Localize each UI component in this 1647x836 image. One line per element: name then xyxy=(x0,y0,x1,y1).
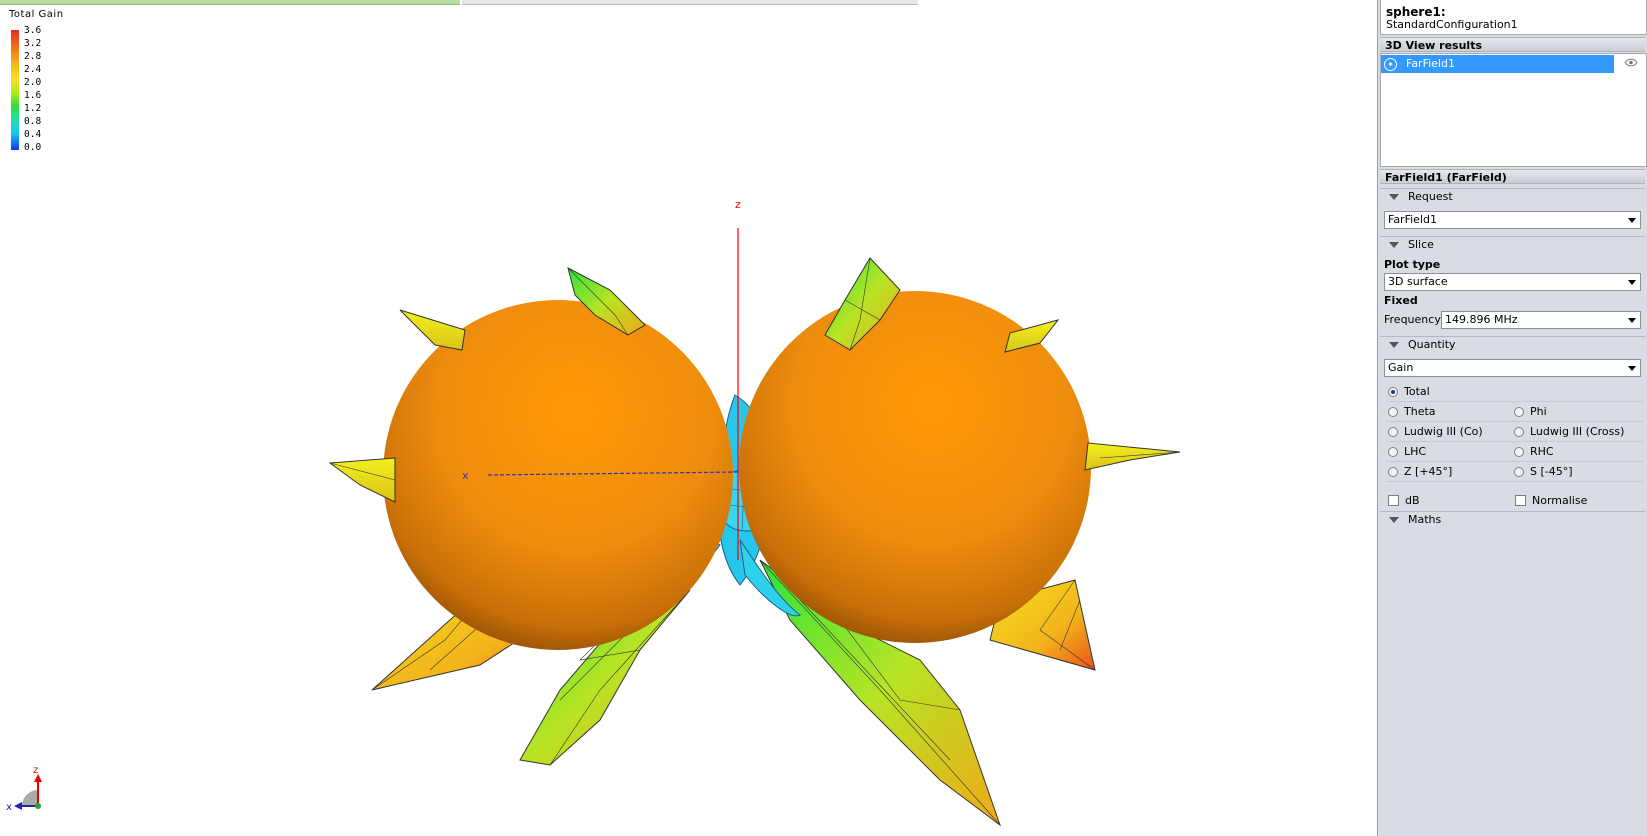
section-slice[interactable]: Slice xyxy=(1380,236,1645,252)
radio-ludwig-cross[interactable] xyxy=(1514,427,1524,437)
radio-total[interactable] xyxy=(1388,387,1398,397)
legend-tick: 1.6 xyxy=(24,90,42,101)
farfield-icon: ✦ xyxy=(1384,58,1397,71)
section-request[interactable]: Request xyxy=(1380,188,1645,204)
radio-s45[interactable] xyxy=(1514,467,1524,477)
lobe-upper-right xyxy=(1004,319,1060,353)
result-item-farfield1[interactable]: ✦ FarField1 xyxy=(1381,55,1614,73)
legend-tick: 2.4 xyxy=(24,64,42,75)
section-quantity[interactable]: Quantity xyxy=(1380,336,1645,352)
db-label: dB xyxy=(1405,494,1420,507)
triad-z-label: z xyxy=(33,765,38,776)
frequency-dropdown[interactable]: 149.896 MHz xyxy=(1441,311,1641,329)
radio-label: Ludwig III (Cross) xyxy=(1530,425,1625,438)
dropdown-arrow-icon xyxy=(1628,280,1636,285)
radio-z45[interactable] xyxy=(1388,467,1398,477)
radio-lhc[interactable] xyxy=(1388,447,1398,457)
properties-header: FarField1 (FarField) xyxy=(1380,169,1645,184)
dropdown-value: 3D surface xyxy=(1388,275,1448,288)
results-list[interactable]: ✦ FarField1 xyxy=(1380,53,1647,167)
3d-viewport[interactable]: Total Gain 3.6 3.2 2.8 2.4 2.0 1.6 1.2 0… xyxy=(0,0,1378,836)
dropdown-value: Gain xyxy=(1388,361,1414,374)
radio-label: Phi xyxy=(1530,405,1547,418)
dropdown-arrow-icon xyxy=(1628,366,1636,371)
radio-label: Z [+45°] xyxy=(1404,465,1453,478)
z-axis-label: z xyxy=(735,198,741,211)
lobe-top-left xyxy=(567,267,646,336)
triad-x-label: x xyxy=(6,802,12,813)
request-dropdown[interactable]: FarField1 xyxy=(1384,211,1641,229)
dropdown-arrow-icon xyxy=(1628,318,1636,323)
x-axis-label: x xyxy=(462,469,469,482)
radio-label: Ludwig III (Co) xyxy=(1404,425,1483,438)
dropdown-value: 149.896 MHz xyxy=(1445,313,1518,326)
section-label: Slice xyxy=(1408,238,1434,251)
legend-tick: 3.6 xyxy=(24,25,42,36)
radio-ludwig-co[interactable] xyxy=(1388,427,1398,437)
plot-type-label: Plot type xyxy=(1384,258,1441,271)
normalise-checkbox[interactable] xyxy=(1515,495,1526,506)
section-label: Maths xyxy=(1408,513,1442,526)
object-configuration: StandardConfiguration1 xyxy=(1386,18,1518,31)
results-header: 3D View results xyxy=(1380,37,1645,52)
lobe-left xyxy=(328,457,396,503)
radio-row: LHC RHC xyxy=(1386,443,1643,462)
legend-tick: 2.8 xyxy=(24,51,42,62)
object-name: sphere1: xyxy=(1386,5,1446,19)
legend-tick: 3.2 xyxy=(24,38,42,49)
legend-tick: 0.8 xyxy=(24,116,42,127)
radio-row: Z [+45°] S [-45°] xyxy=(1386,463,1643,482)
radio-phi[interactable] xyxy=(1514,407,1524,417)
dropdown-arrow-icon xyxy=(1628,218,1636,223)
radio-row: Total xyxy=(1386,383,1643,402)
legend-tick: 0.4 xyxy=(24,129,42,140)
document-tabs xyxy=(0,0,1377,5)
radio-label: LHC xyxy=(1404,445,1427,458)
legend-color-bar xyxy=(11,30,19,150)
lobe-right xyxy=(1084,442,1181,471)
properties-panel: sphere1: StandardConfiguration1 3D View … xyxy=(1378,0,1647,836)
fixed-label: Fixed xyxy=(1384,294,1418,307)
document-tab-active[interactable] xyxy=(0,0,460,5)
collapse-triangle-icon xyxy=(1389,517,1399,523)
radio-label: RHC xyxy=(1530,445,1554,458)
radio-label: S [-45°] xyxy=(1530,465,1573,478)
normalise-label: Normalise xyxy=(1532,494,1588,507)
quantity-dropdown[interactable]: Gain xyxy=(1384,359,1641,377)
radio-label: Total xyxy=(1404,385,1430,398)
lobe-top-right xyxy=(824,257,901,351)
result-item-label: FarField1 xyxy=(1406,57,1455,70)
sphere-right[interactable] xyxy=(739,291,1091,643)
legend-tick: 2.0 xyxy=(24,77,42,88)
radio-row: Ludwig III (Co) Ludwig III (Cross) xyxy=(1386,423,1643,442)
orientation-triad: z x xyxy=(6,765,42,813)
document-tab[interactable] xyxy=(462,0,918,5)
radio-rhc[interactable] xyxy=(1514,447,1524,457)
section-label: Quantity xyxy=(1408,338,1456,351)
collapse-triangle-icon xyxy=(1389,342,1399,348)
collapse-triangle-icon xyxy=(1389,194,1399,200)
radio-label: Theta xyxy=(1404,405,1436,418)
radio-theta[interactable] xyxy=(1388,407,1398,417)
frequency-label: Frequency xyxy=(1384,313,1441,326)
legend-title: Total Gain xyxy=(9,9,64,20)
legend-tick: 1.2 xyxy=(24,103,42,114)
legend-tick: 0.0 xyxy=(24,142,42,153)
section-label: Request xyxy=(1408,190,1453,203)
dropdown-value: FarField1 xyxy=(1388,213,1437,226)
farfield-3d-scene: z x xyxy=(6,198,1181,827)
section-maths[interactable]: Maths xyxy=(1380,511,1645,527)
sphere-left[interactable] xyxy=(383,300,733,650)
collapse-triangle-icon xyxy=(1389,242,1399,248)
db-checkbox[interactable] xyxy=(1388,495,1399,506)
radio-row: Theta Phi xyxy=(1386,403,1643,422)
lobe-upper-left xyxy=(399,309,466,351)
plot-type-dropdown[interactable]: 3D surface xyxy=(1384,273,1641,291)
selection-info: sphere1: StandardConfiguration1 xyxy=(1380,0,1647,35)
visibility-eye-icon[interactable] xyxy=(1624,58,1638,67)
